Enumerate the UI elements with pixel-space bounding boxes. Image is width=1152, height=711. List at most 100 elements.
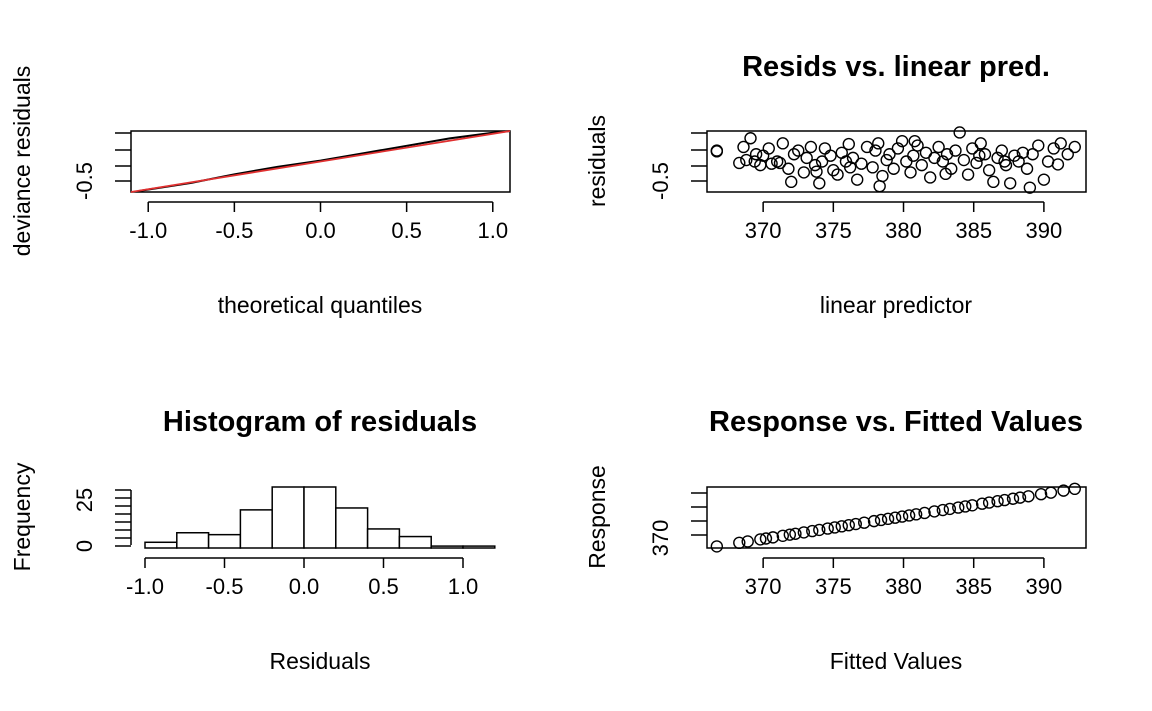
fitted-point (828, 521, 841, 534)
fitted-point (1022, 490, 1035, 503)
resid-point (773, 156, 787, 170)
qq-x-tick-label: 1.0 (477, 218, 508, 243)
hist-x-tick-label: 0.0 (289, 574, 320, 599)
fitted-point (821, 522, 834, 535)
fitted-point (991, 495, 1004, 508)
resid-point (792, 144, 805, 157)
fitted-x-tick-label: 390 (1026, 574, 1063, 599)
resid-axes: 370 375 380 385 390 -0.5 (648, 132, 1063, 243)
resid-point (869, 144, 882, 157)
resid-point (850, 173, 864, 186)
resid-point (949, 144, 962, 157)
hist-bar (335, 507, 369, 549)
hist-panel: Histogram of residuals -1.0 -0.5 0.0 0.5 1.0… (9, 406, 496, 674)
resid-point (824, 149, 837, 162)
resid-point (776, 137, 789, 150)
fitted-point (966, 499, 979, 512)
fitted-point (874, 513, 888, 527)
resid-ylabel: residuals (584, 115, 610, 207)
hist-bar (271, 486, 305, 549)
fitted-marks (710, 482, 1081, 553)
resid-point (1068, 140, 1081, 154)
fitted-point (806, 524, 819, 538)
fitted-point (741, 535, 754, 548)
resid-point (987, 175, 1000, 189)
hist-bar (366, 528, 401, 549)
resid-point (928, 151, 941, 165)
resid-point (744, 132, 757, 145)
hist-y-tick-label: 0 (72, 540, 97, 552)
resid-point (873, 179, 886, 193)
resid-point (749, 148, 763, 161)
hist-x-tick-label: 0.5 (368, 574, 399, 599)
hist-bar (176, 532, 210, 549)
resid-point (974, 137, 987, 150)
resid-point (978, 148, 992, 161)
fitted-point (928, 505, 941, 518)
fitted-point (975, 497, 989, 510)
qq-x-tick-label: 0.0 (305, 218, 336, 243)
hist-ylabel: Frequency (9, 462, 35, 571)
fitted-point (909, 508, 923, 521)
qq-x-tick-label: -0.5 (215, 218, 253, 243)
resid-point (804, 140, 818, 154)
hist-y-tick-label: 25 (72, 488, 97, 512)
fitted-point (881, 512, 895, 526)
hist-x-tick-label: -1.0 (126, 574, 164, 599)
resid-point (1023, 181, 1037, 194)
fitted-point (902, 509, 916, 522)
hist-bar (462, 545, 496, 549)
resid-point (737, 140, 750, 154)
resid-point (818, 142, 832, 155)
resid-point (733, 156, 746, 170)
resid-point (900, 155, 913, 168)
resid-point (957, 153, 971, 167)
fitted-point (918, 506, 931, 520)
resid-point (808, 158, 822, 172)
fitted-point (867, 514, 881, 528)
resid-x-tick-label: 375 (815, 218, 852, 243)
qq-ylabel: deviance residuals (9, 66, 35, 257)
resid-point (1020, 162, 1034, 175)
fitted-point (849, 517, 862, 531)
resid-point (907, 149, 920, 162)
resid-point (1026, 148, 1039, 161)
fitted-y-tick-label: 370 (648, 520, 673, 557)
fitted-point (842, 518, 855, 532)
resid-point (887, 162, 900, 175)
hist-bar (144, 541, 178, 549)
resid-plot-box (706, 130, 1087, 193)
resid-point (762, 142, 775, 155)
fitted-point (943, 502, 957, 516)
fitted-point (1006, 492, 1020, 505)
fitted-point (766, 531, 780, 544)
resid-point (810, 165, 823, 178)
resid-panel: Resids vs. linear pred. 370 375 380 385 390 -… (584, 51, 1087, 318)
resid-point (904, 166, 917, 179)
hist-bar (398, 535, 432, 549)
resid-point (953, 126, 966, 139)
resid-point (982, 164, 996, 177)
resid-point (891, 142, 905, 155)
qq-plot-box (130, 130, 511, 193)
hist-x-tick-label: 1.0 (448, 574, 479, 599)
qq-axes: -1.0 -0.5 0.0 0.5 1.0 -0.5 (72, 132, 508, 243)
qq-y-tick-label: -0.5 (72, 162, 97, 200)
resid-point (797, 166, 811, 179)
resid-point (1032, 139, 1045, 152)
fitted-point (759, 532, 773, 545)
fitted-point (797, 526, 811, 539)
fitted-ylabel: Response (584, 465, 610, 569)
resid-point (973, 149, 986, 162)
fitted-point (789, 527, 802, 540)
resid-point (813, 177, 826, 190)
fitted-point (895, 510, 909, 523)
resid-point (860, 140, 874, 154)
resid-x-tick-label: 390 (1026, 218, 1063, 243)
fitted-point (1068, 482, 1081, 496)
qq-panel: -1.0 -0.5 0.0 0.5 1.0 -0.5 theoretical quanti… (9, 66, 511, 318)
fitted-point (813, 523, 826, 537)
resid-point (787, 148, 801, 161)
hist-xlabel: Residuals (270, 648, 371, 674)
hist-bar (303, 486, 337, 549)
